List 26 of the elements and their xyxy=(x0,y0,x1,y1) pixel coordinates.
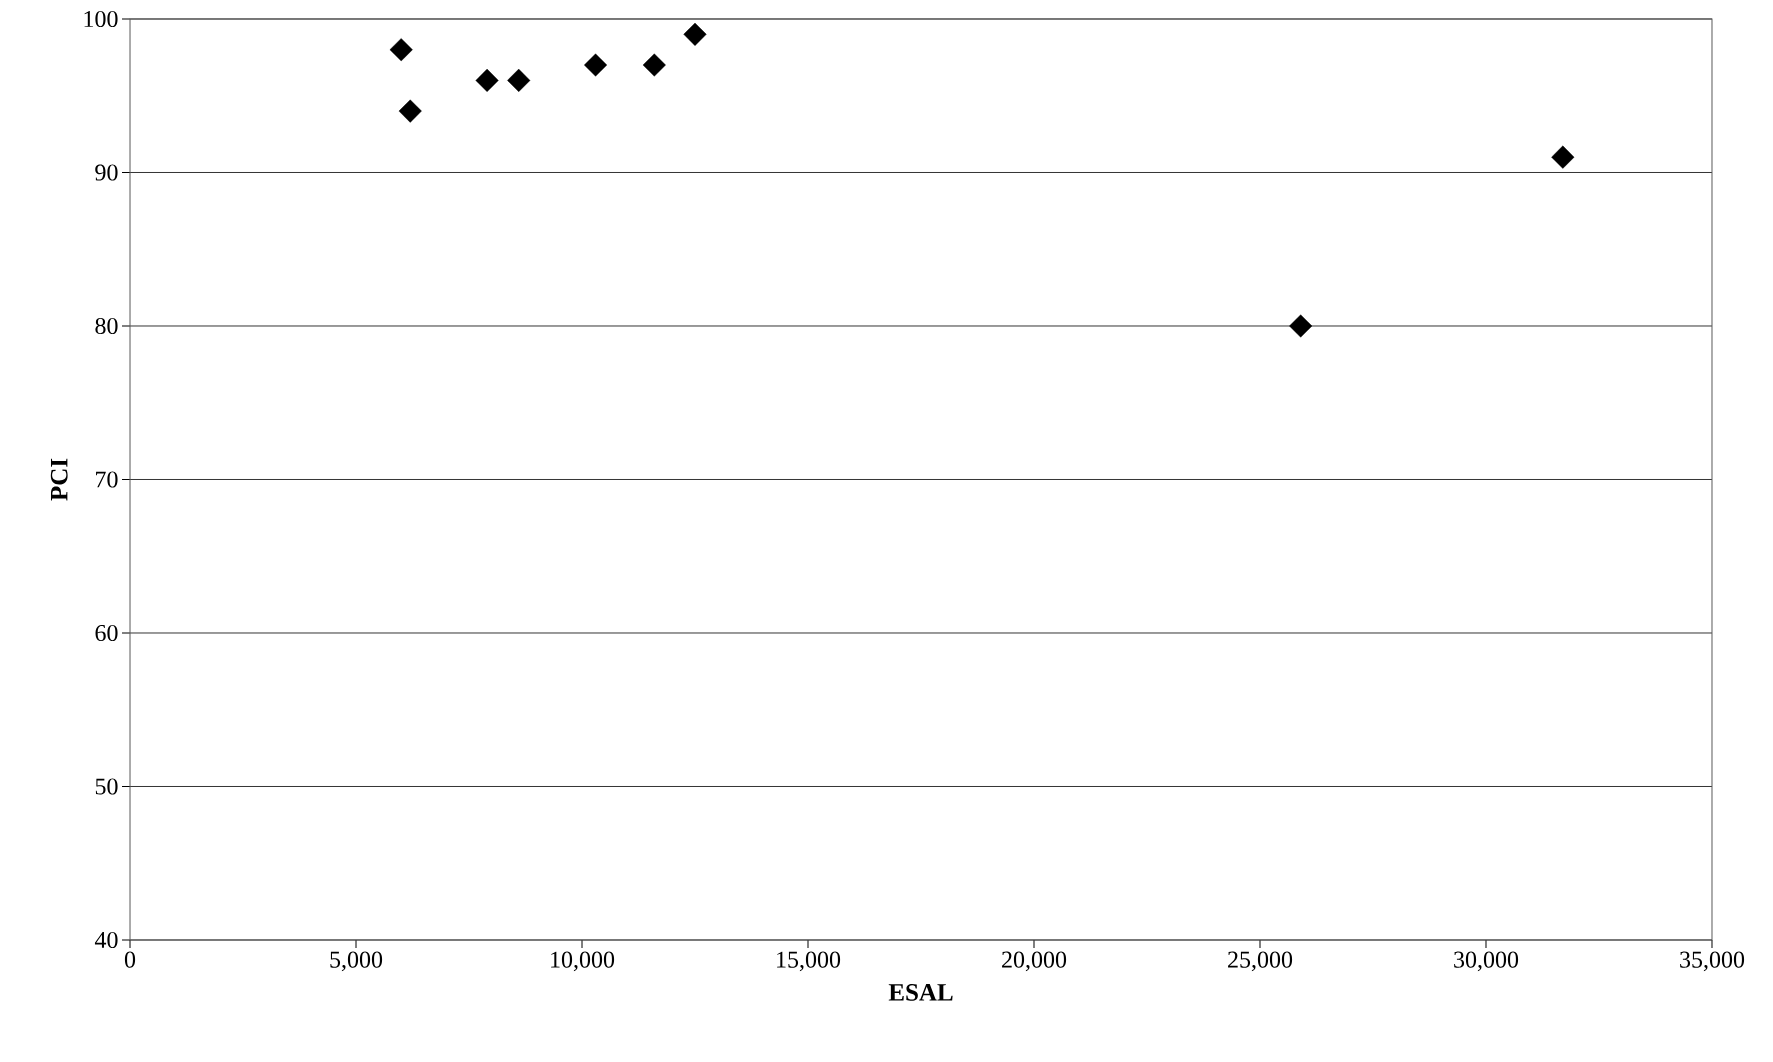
y-tick-label: 50 xyxy=(95,778,118,795)
x-tick-label: 10,000 xyxy=(551,951,615,972)
y-tick-label: 70 xyxy=(96,471,118,488)
x-tick-label: 35,000 xyxy=(1680,951,1745,972)
x-tick-label: 20,000 xyxy=(1002,951,1067,972)
point xyxy=(642,53,666,77)
point xyxy=(1289,314,1313,338)
y-tick-label: 40 xyxy=(94,931,118,949)
point xyxy=(398,99,422,123)
point xyxy=(1551,145,1575,169)
point xyxy=(507,68,531,92)
x-tick-label: 0 xyxy=(124,951,136,968)
point xyxy=(584,53,608,77)
x-tick-label: 5,000 xyxy=(330,951,383,972)
point xyxy=(389,38,413,62)
point xyxy=(683,22,707,46)
y-tick-label: 80 xyxy=(95,317,118,335)
y-tick-label: 60 xyxy=(95,624,118,642)
point xyxy=(475,68,499,92)
x-axis-title: ESAL xyxy=(888,984,953,1001)
x-tick-label: 25,000 xyxy=(1228,951,1293,972)
x-tick-label: 15,000 xyxy=(777,951,841,972)
y-tick-label: 90 xyxy=(95,164,118,181)
y-tick-label: 100 xyxy=(84,10,118,28)
y-axis-title: PCI xyxy=(50,458,68,501)
x-tick-label: 30,000 xyxy=(1454,951,1519,972)
